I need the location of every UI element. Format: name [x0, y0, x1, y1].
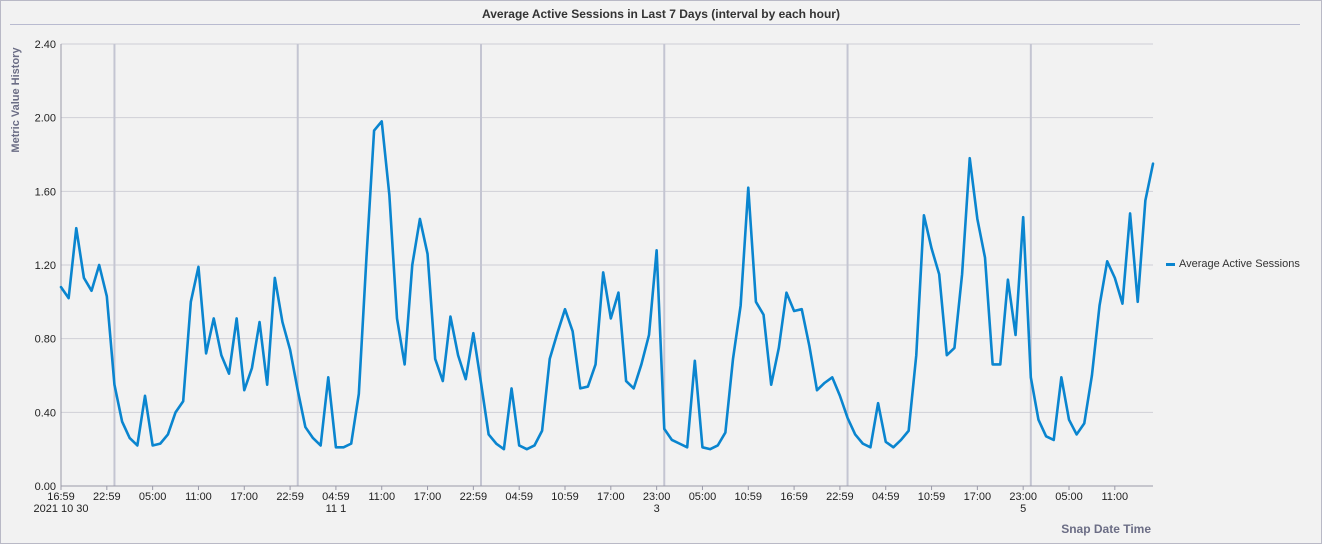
x-tick-label: 16:59 — [780, 491, 808, 503]
series-layer — [61, 121, 1153, 449]
x-tick-label: 04:59 — [872, 491, 900, 503]
y-tick-label: 2.00 — [35, 113, 56, 125]
x-tick-sublabel: 3 — [654, 503, 660, 515]
x-tick-label: 22:59 — [460, 491, 488, 503]
x-tick-label: 11:00 — [185, 491, 212, 503]
x-axis-label: Snap Date Time — [1061, 522, 1151, 536]
grid-lines — [61, 44, 1153, 486]
legend-swatch — [1166, 263, 1175, 266]
x-tick-label: 05:00 — [689, 491, 717, 503]
x-tick-sublabel: 2021 10 30 — [33, 503, 88, 515]
x-tick-label: 05:00 — [1055, 491, 1083, 503]
x-tick-label: 10:59 — [551, 491, 579, 503]
y-tick-label: 1.60 — [35, 186, 56, 198]
x-tick-label: 04:59 — [322, 491, 350, 503]
x-tick-label: 22:59 — [826, 491, 854, 503]
y-tick-label: 0.40 — [35, 407, 56, 419]
x-tick-label: 04:59 — [505, 491, 533, 503]
x-tick-label: 23:00 — [643, 491, 671, 503]
x-tick-label: 16:59 — [47, 491, 75, 503]
axes — [61, 44, 1153, 490]
x-tick-label: 17:00 — [231, 491, 259, 503]
x-tick-label: 11:00 — [368, 491, 395, 503]
legend: Average Active Sessions — [1166, 258, 1300, 270]
x-tick-sublabel: 11 1 — [326, 503, 347, 515]
x-tick-label: 10:59 — [918, 491, 946, 503]
x-tick-sublabel: 5 — [1020, 503, 1026, 515]
x-tick-label: 22:59 — [93, 491, 121, 503]
x-tick-label: 17:00 — [414, 491, 442, 503]
y-tick-label: 2.40 — [35, 39, 56, 51]
x-tick-label: 11:00 — [1101, 491, 1128, 503]
x-tick-label: 17:00 — [597, 491, 625, 503]
x-tick-label: 23:00 — [1009, 491, 1037, 503]
x-tick-label: 22:59 — [276, 491, 304, 503]
tick-labels: 0.000.400.801.201.602.002.4016:592021 1… — [33, 39, 1128, 515]
series-line-average-active-sessions — [61, 121, 1153, 449]
x-tick-label: 10:59 — [735, 491, 763, 503]
x-tick-label: 05:00 — [139, 491, 167, 503]
y-tick-label: 0.80 — [35, 334, 56, 346]
x-tick-label: 17:00 — [964, 491, 992, 503]
y-tick-label: 1.20 — [35, 260, 56, 272]
legend-label: Average Active Sessions — [1179, 258, 1300, 270]
